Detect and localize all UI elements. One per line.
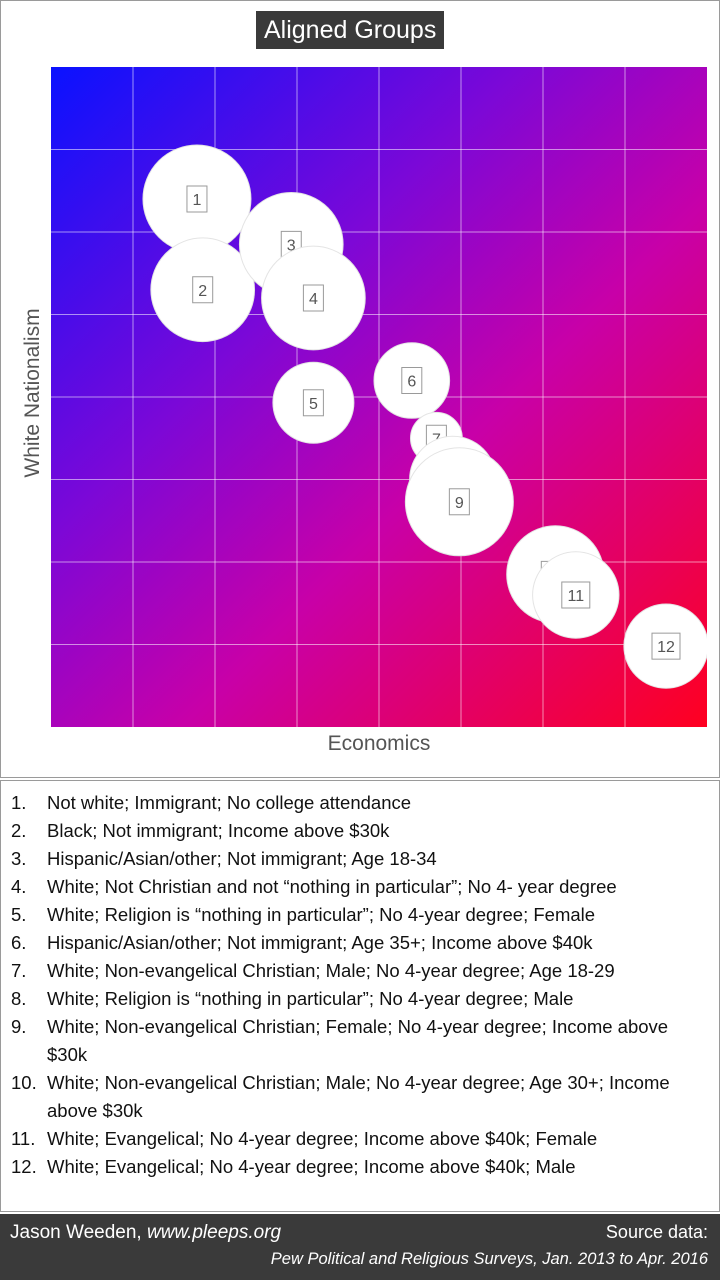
bubble-5: 5 bbox=[272, 361, 355, 444]
legend-item-number: 5. bbox=[11, 904, 27, 925]
legend-item: 4. White; Not Christian and not “nothing … bbox=[1, 873, 719, 901]
legend-item: 2. Black; Not immigrant; Income above $30… bbox=[1, 817, 719, 845]
legend-item-text: White; Non-evangelical Christian; Male; … bbox=[47, 960, 615, 981]
legend-item: 9. White; Non-evangelical Christian; Fema… bbox=[1, 1013, 719, 1069]
bubble-chart: 123456789101112 bbox=[51, 67, 707, 727]
bubble-label: 9 bbox=[455, 495, 464, 512]
legend-list: 1. Not white; Immigrant; No college atten… bbox=[1, 781, 719, 1181]
legend-item: 5. White; Religion is “nothing in particu… bbox=[1, 901, 719, 929]
bubble-label-box bbox=[186, 185, 208, 213]
legend-item-text: Black; Not immigrant; Income above $30k bbox=[47, 820, 390, 841]
bubble-1: 1 bbox=[142, 144, 252, 254]
author-site-link[interactable]: www.pleeps.org bbox=[146, 1222, 282, 1243]
legend-item-number: 4. bbox=[11, 876, 27, 897]
legend-item-text: White; Evangelical; No 4-year degree; In… bbox=[47, 1156, 576, 1177]
bubble-9: 9 bbox=[404, 447, 514, 557]
legend-item-number: 11. bbox=[11, 1128, 36, 1149]
legend-item: 10. White; Non-evangelical Christian; Mal… bbox=[1, 1069, 719, 1125]
bubble-label-box bbox=[302, 284, 324, 312]
legend-item-text: White; Religion is “nothing in particula… bbox=[47, 904, 596, 925]
legend-item: 12. White; Evangelical; No 4-year degree;… bbox=[1, 1153, 719, 1181]
legend-item: 3. Hispanic/Asian/other; Not immigrant; A… bbox=[1, 845, 719, 873]
legend-item-number: 2. bbox=[11, 820, 27, 841]
bubble-label: 4 bbox=[309, 291, 318, 308]
legend-item-number: 6. bbox=[11, 932, 27, 953]
legend-item: 8. White; Religion is “nothing in particu… bbox=[1, 985, 719, 1013]
bubble-6: 6 bbox=[373, 342, 451, 419]
plot-area: 123456789101112 bbox=[51, 67, 707, 727]
bubble-11: 11 bbox=[532, 551, 620, 639]
bubble-12: 12 bbox=[623, 603, 707, 689]
legend-item: 11. White; Evangelical; No 4-year degree;… bbox=[1, 1125, 719, 1153]
legend-item-number: 8. bbox=[11, 988, 27, 1009]
legend-item: 7. White; Non-evangelical Christian; Male… bbox=[1, 957, 719, 985]
bubble-label-box bbox=[401, 367, 423, 394]
bubble-label-box bbox=[561, 581, 591, 609]
legend-item-number: 10. bbox=[11, 1072, 37, 1093]
legend-item-text: White; Not Christian and not “nothing in… bbox=[47, 876, 617, 897]
bubbles: 123456789101112 bbox=[142, 144, 707, 689]
legend-item-number: 3. bbox=[11, 848, 27, 869]
bubble-label: 1 bbox=[193, 192, 202, 209]
bubble-label: 11 bbox=[567, 588, 584, 605]
bubble-label: 6 bbox=[407, 374, 416, 391]
legend-item: 1. Not white; Immigrant; No college atten… bbox=[1, 789, 719, 817]
source-text: Pew Political and Religious Surveys, Jan… bbox=[270, 1250, 708, 1268]
legend-item-text: White; Religion is “nothing in particula… bbox=[47, 988, 574, 1009]
legend-item-number: 7. bbox=[11, 960, 27, 981]
source-label: Source data: bbox=[605, 1222, 708, 1242]
bubble-label: 2 bbox=[198, 283, 207, 300]
footer: Jason Weeden, www.pleeps.org Source data… bbox=[0, 1214, 720, 1280]
legend-item-text: Hispanic/Asian/other; Not immigrant; Age… bbox=[47, 848, 437, 869]
bubble-label-box bbox=[651, 632, 681, 660]
chart-title: Aligned Groups bbox=[256, 11, 445, 49]
author-name: Jason Weeden, bbox=[10, 1222, 147, 1243]
legend-item-text: White; Non-evangelical Christian; Male; … bbox=[47, 1072, 670, 1121]
legend-item-text: Not white; Immigrant; No college attenda… bbox=[47, 792, 412, 813]
bubble-label-box bbox=[192, 276, 214, 304]
x-axis-label: Economics bbox=[327, 732, 431, 755]
footer-author: Jason Weeden, www.pleeps.org bbox=[10, 1222, 281, 1244]
bubble-label-box bbox=[302, 389, 324, 417]
bubble-2: 2 bbox=[150, 237, 256, 343]
chart-panel: Aligned Groups 123456789101112 White Nat… bbox=[0, 0, 720, 778]
legend-item: 6. Hispanic/Asian/other; Not immigrant; A… bbox=[1, 929, 719, 957]
bubble-4: 4 bbox=[261, 245, 366, 351]
legend-item-number: 9. bbox=[11, 1016, 27, 1037]
bubble-label: 5 bbox=[309, 396, 318, 413]
legend-item-text: White; Evangelical; No 4-year degree; In… bbox=[47, 1128, 598, 1149]
bubble-label-box bbox=[448, 488, 470, 516]
legend-item-text: White; Non-evangelical Christian; Female… bbox=[47, 1016, 669, 1065]
bubble-label: 3 bbox=[287, 237, 296, 254]
bubble-label: 12 bbox=[657, 639, 675, 656]
y-axis-label: White Nationalism bbox=[21, 308, 44, 478]
legend-panel: 1. Not white; Immigrant; No college atten… bbox=[0, 780, 720, 1212]
legend-item-number: 12. bbox=[11, 1156, 37, 1177]
legend-item-number: 1. bbox=[11, 792, 27, 813]
legend-item-text: Hispanic/Asian/other; Not immigrant; Age… bbox=[47, 932, 593, 953]
